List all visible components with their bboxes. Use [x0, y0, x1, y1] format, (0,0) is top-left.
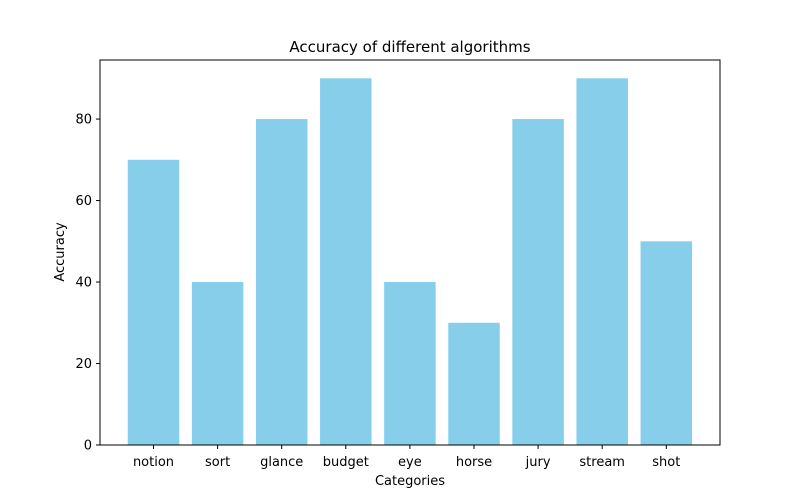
bar-stream	[576, 78, 628, 445]
x-tick-label: shot	[652, 455, 680, 470]
bar-budget	[320, 78, 372, 445]
bar-glance	[255, 119, 308, 445]
y-tick-label: 0	[84, 439, 92, 454]
y-tick-label: 20	[75, 357, 92, 372]
bar-eye	[384, 282, 436, 445]
x-tick-label: jury	[525, 455, 551, 470]
bar-sort	[191, 282, 244, 445]
bar-jury	[512, 119, 564, 445]
x-tick-label: stream	[579, 455, 625, 470]
bar-horse	[448, 322, 500, 445]
x-axis-label: Categories	[375, 474, 445, 489]
plot-area-frame	[99, 59, 721, 446]
bar-notion	[127, 159, 180, 445]
bar-shot	[640, 241, 693, 445]
x-tick-label: notion	[133, 455, 174, 470]
y-tick-label: 80	[75, 113, 92, 128]
x-tick-label: horse	[456, 455, 492, 470]
y-tick-label: 60	[75, 194, 92, 209]
bars-layer	[127, 78, 693, 445]
x-tick-label: budget	[323, 455, 369, 470]
x-tick-label: sort	[205, 455, 230, 470]
chart-title: Accuracy of different algorithms	[289, 38, 530, 56]
x-tick-label: glance	[260, 455, 303, 470]
y-axis-label: Accuracy	[53, 222, 68, 282]
y-tick-label: 40	[75, 276, 92, 291]
x-tick-label: eye	[398, 455, 422, 470]
ticks-layer: notion sort glance budget eye horse jury stream…	[75, 113, 680, 470]
